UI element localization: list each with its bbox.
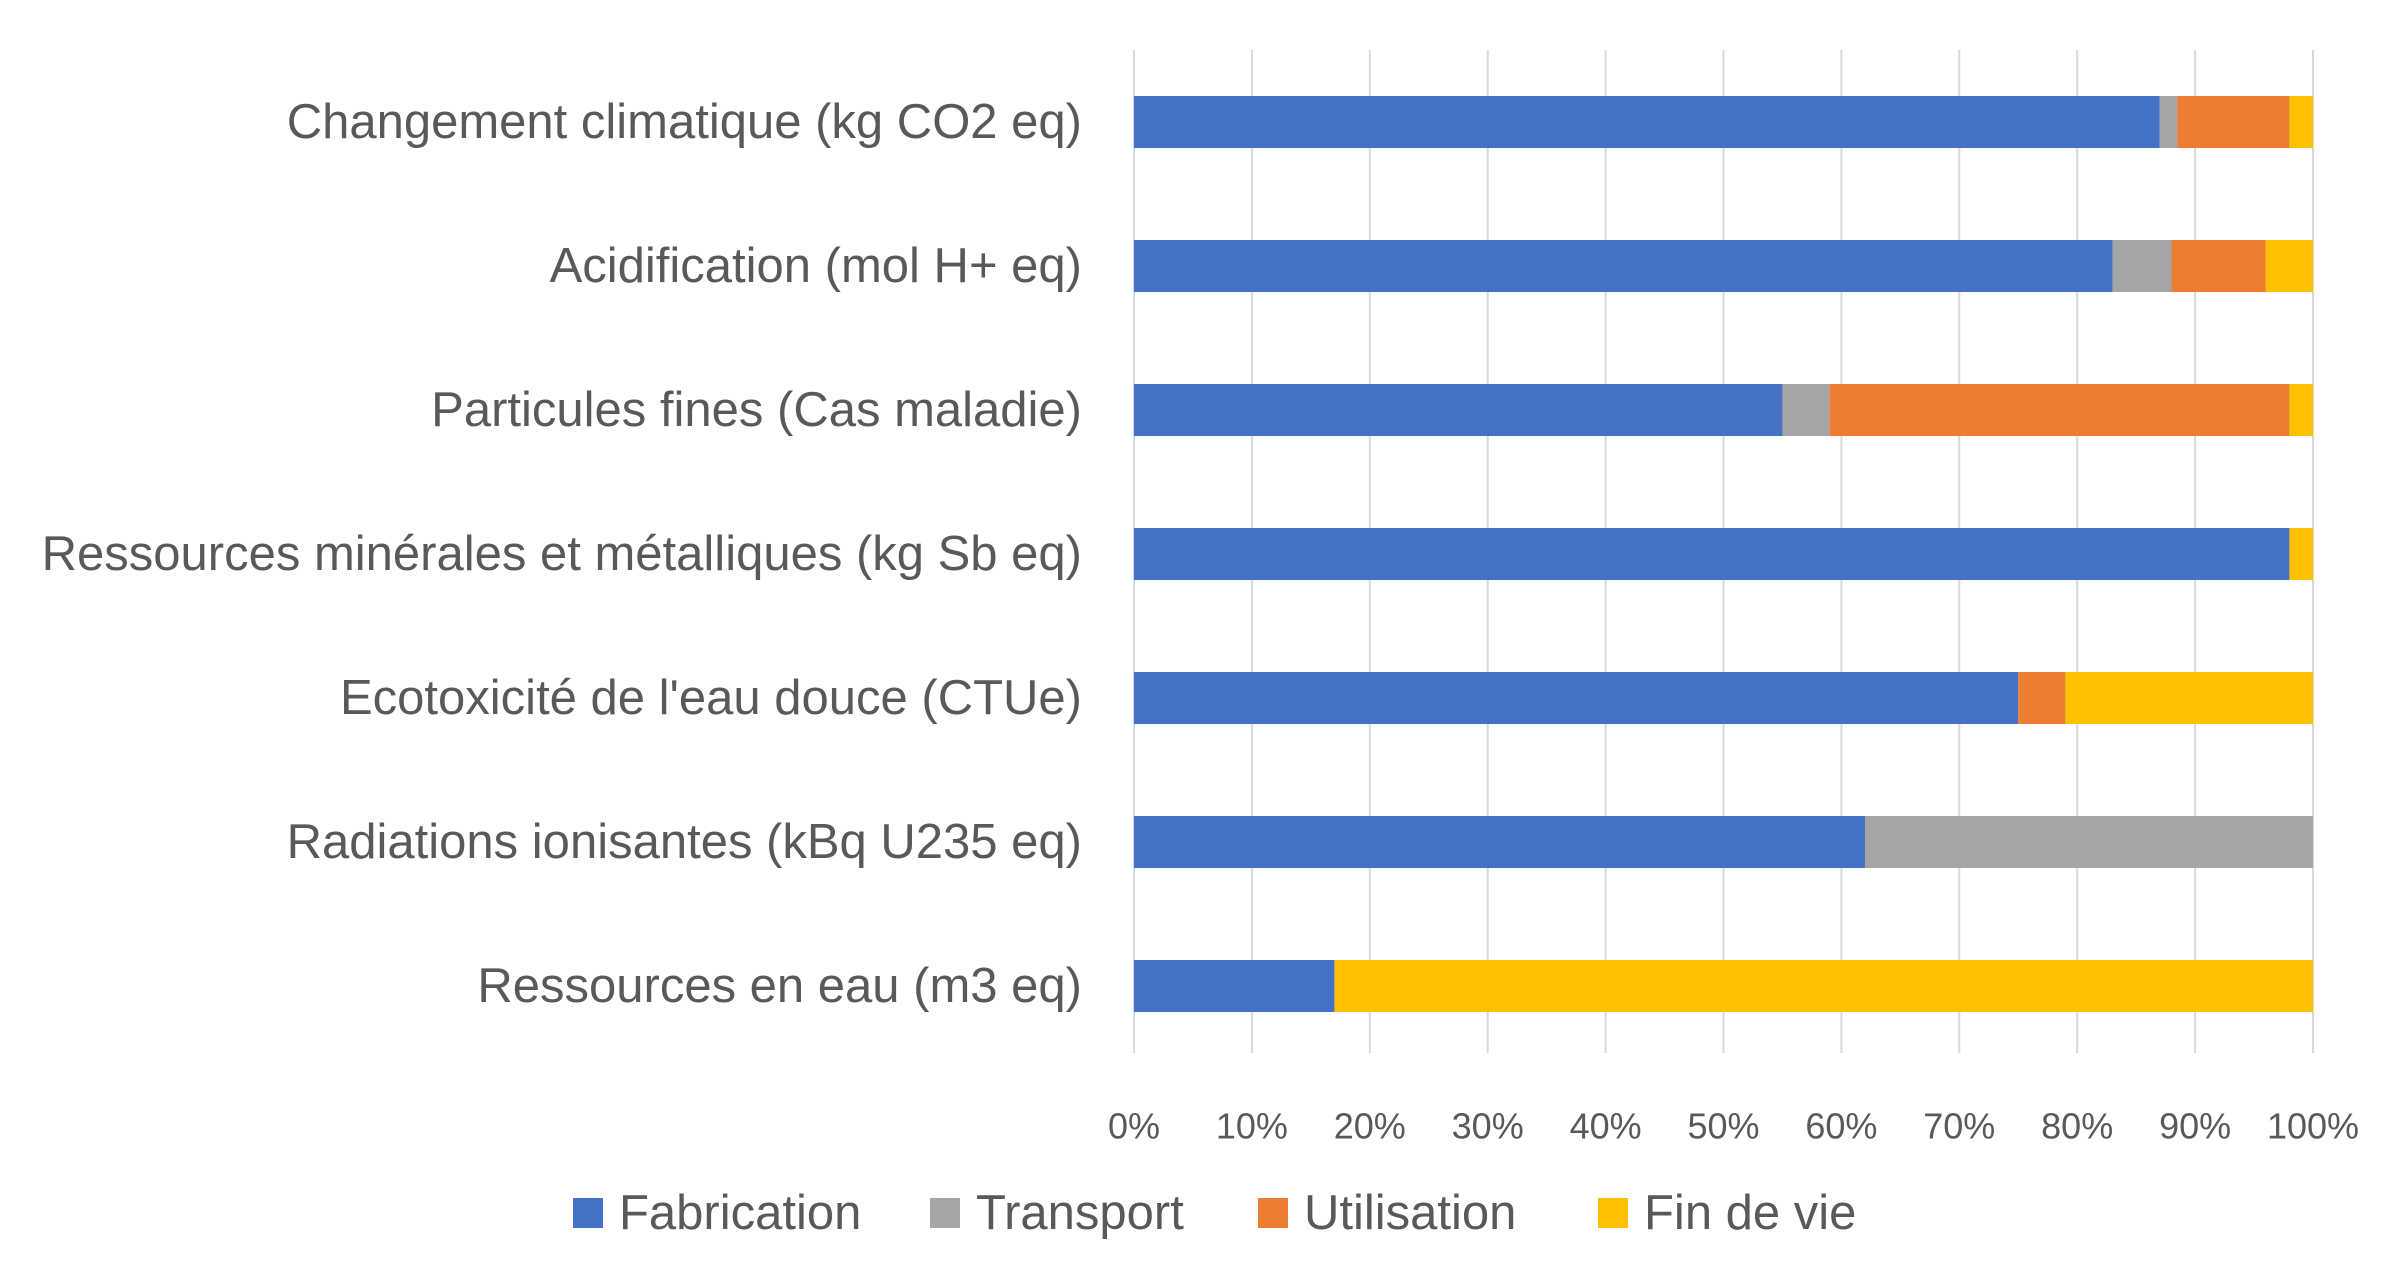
bar-segment-fin-de-vie [1334,960,2313,1012]
bar-segment-fin-de-vie [2065,672,2313,724]
legend-label: Fabrication [619,1186,861,1240]
bar-segment-fin-de-vie [2289,528,2313,580]
bar-segment-fabrication [1134,528,2290,580]
bar-segment-utilisation [2171,240,2266,292]
legend-label: Transport [976,1186,1184,1240]
legend-swatch [573,1198,603,1228]
bar-segment-fabrication [1134,672,2019,724]
category-label: Ressources minérales et métalliques (kg … [42,527,1082,581]
bar-segment-fin-de-vie [2265,240,2313,292]
bars [1134,96,2313,1012]
bar-segment-utilisation [2177,96,2290,148]
x-tick-label: 0% [1108,1106,1160,1147]
category-label: Radiations ionisantes (kBq U235 eq) [287,815,1082,869]
bar-segment-transport [1864,816,2313,868]
x-tick-label: 10% [1216,1106,1288,1147]
legend-swatch [1258,1198,1288,1228]
category-label: Ecotoxicité de l'eau douce (CTUe) [340,671,1082,725]
bar-segment-utilisation [2018,672,2066,724]
x-tick-label: 80% [2041,1106,2113,1147]
x-tick-label: 20% [1334,1106,1406,1147]
legend-label: Fin de vie [1644,1186,1856,1240]
legend-label: Utilisation [1304,1186,1516,1240]
category-label: Ressources en eau (m3 eq) [477,959,1082,1013]
x-tick-label: 50% [1687,1106,1759,1147]
category-label: Acidification (mol H+ eq) [550,239,1082,293]
bar-segment-transport [1782,384,1830,436]
x-tick-label: 90% [2159,1106,2231,1147]
legend-swatch [930,1198,960,1228]
bar-segment-fabrication [1134,816,1865,868]
category-label: Changement climatique (kg CO2 eq) [287,95,1082,149]
bar-segment-fin-de-vie [2289,96,2313,148]
legend-swatch [1598,1198,1628,1228]
category-labels: Changement climatique (kg CO2 eq) Acidifi… [42,95,1082,1013]
legend: Fabrication Transport Utilisation Fin de vi… [573,1186,1856,1240]
bar-segment-fabrication [1134,240,2113,292]
bar-segment-fin-de-vie [2289,384,2313,436]
bar-segment-fabrication [1134,960,1335,1012]
bar-segment-fabrication [1134,96,2160,148]
x-tick-labels: 0% 10% 20% 30% 40% 50% 60% 70% 80% 90% 100% [1108,1106,2359,1147]
x-tick-label: 100% [2267,1106,2359,1147]
x-tick-label: 40% [1570,1106,1642,1147]
x-tick-label: 70% [1923,1106,1995,1147]
x-tick-label: 30% [1452,1106,1524,1147]
bar-segment-utilisation [1829,384,2290,436]
bar-segment-transport [2159,96,2178,148]
bar-segment-transport [2112,240,2172,292]
category-label: Particules fines (Cas maladie) [431,383,1082,437]
bar-segment-fabrication [1134,384,1783,436]
x-tick-label: 60% [1805,1106,1877,1147]
